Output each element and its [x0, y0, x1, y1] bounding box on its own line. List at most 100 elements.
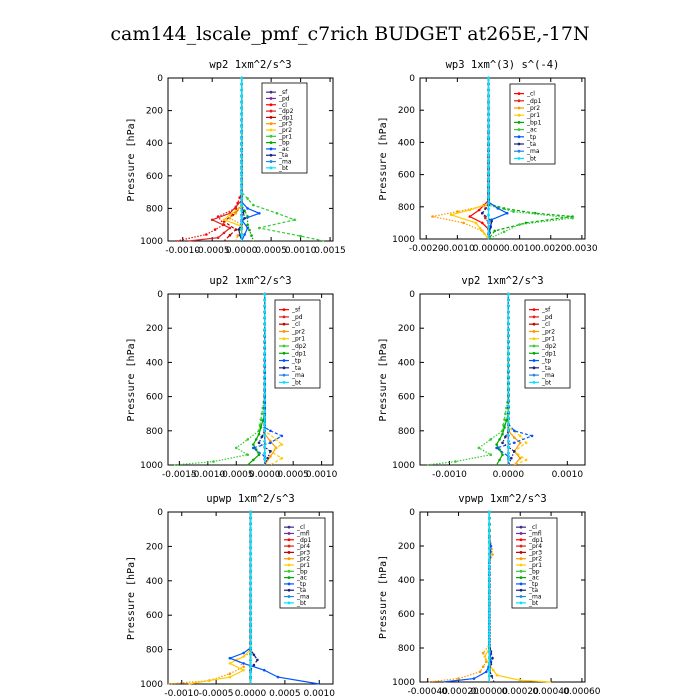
x-tick-label: -0.0010 — [165, 246, 200, 256]
legend-label: _pr2 — [291, 328, 305, 335]
legend-marker — [519, 588, 523, 592]
y-axis-label: Pressure [hPa] — [126, 117, 137, 201]
legend-label: _bt — [528, 600, 539, 607]
legend-marker — [287, 563, 291, 567]
series-marker — [507, 392, 510, 396]
series-marker — [249, 570, 252, 573]
legend-label: _mfl — [528, 530, 542, 537]
legend-label: _ta — [528, 587, 538, 594]
series-marker — [240, 221, 243, 225]
series-line-dp1 — [222, 78, 243, 242]
series-marker — [249, 647, 252, 650]
series-marker — [260, 435, 264, 439]
series-line-pr1 — [448, 78, 490, 240]
series-marker — [502, 207, 506, 210]
legend-marker — [269, 90, 273, 94]
legend-label: _bp — [528, 568, 540, 575]
legend-marker — [517, 113, 521, 117]
x-tick-label: 0.0015 — [314, 246, 346, 256]
legend-marker — [519, 569, 523, 573]
series-marker — [231, 213, 235, 217]
series-marker — [510, 456, 513, 460]
legend-label: _pr1 — [526, 112, 540, 119]
series-marker — [507, 369, 510, 373]
series-marker — [269, 441, 272, 445]
series-line-pr2 — [264, 294, 277, 466]
legend-marker — [519, 525, 523, 529]
panels: wp2 1xm^2/s^3 Pressure [hPa] 0 200 400 600 800… — [126, 59, 601, 699]
series-marker — [481, 665, 485, 668]
x-tick-label: 0.0000 — [473, 244, 505, 254]
y-tick-label: 600 — [146, 393, 163, 403]
x-tick-label: -0.0005 — [199, 689, 234, 699]
series-marker — [488, 632, 491, 635]
y-tick-label: 600 — [146, 172, 163, 182]
y-axis-label: Pressure [hPa] — [378, 337, 389, 421]
series-marker — [518, 679, 522, 682]
y-tick-label: 1000 — [140, 461, 163, 471]
series-marker — [240, 137, 243, 140]
series-marker — [487, 142, 490, 145]
legend-marker — [517, 106, 521, 110]
legend-label: _bp1 — [526, 119, 542, 126]
series-marker — [485, 670, 488, 674]
legend-marker — [269, 103, 273, 107]
series-line-pr1 — [188, 512, 252, 685]
legend-marker — [269, 122, 273, 126]
legend-marker — [282, 330, 286, 333]
series-marker — [249, 676, 252, 680]
series-marker — [491, 656, 494, 660]
series-marker — [483, 232, 486, 235]
legend-marker — [269, 141, 273, 145]
legend-label: _ac — [278, 146, 289, 153]
series-marker — [488, 541, 491, 544]
series-marker — [507, 316, 510, 319]
legend-label: _cl — [278, 102, 287, 109]
series-marker — [530, 434, 534, 438]
series-marker — [248, 228, 251, 232]
legend-label: _mfl — [296, 530, 310, 537]
series-group — [427, 510, 552, 683]
series-marker — [240, 197, 243, 200]
legend-label: _ma — [278, 159, 292, 166]
series-marker — [513, 429, 516, 433]
series-marker — [503, 418, 506, 421]
legend-label: _ta — [541, 365, 551, 372]
series-marker — [235, 446, 238, 450]
series-marker — [280, 443, 284, 446]
series-marker — [249, 623, 252, 626]
series-marker — [246, 226, 249, 230]
y-tick-label: 800 — [398, 203, 415, 213]
series-marker — [495, 443, 498, 446]
series-marker — [487, 178, 490, 181]
series-marker — [505, 211, 509, 215]
series-marker — [513, 436, 516, 439]
series-marker — [505, 406, 508, 410]
series-marker — [487, 154, 490, 157]
series-marker — [488, 644, 491, 647]
x-tick-label: -0.0010 — [440, 244, 475, 254]
legend-label: _pd — [541, 314, 553, 321]
series-marker — [234, 212, 238, 215]
panel-6: vpwp 1xm^2/s^3 Pressure [hPa] 0 200 400 600 80… — [378, 493, 601, 697]
series-marker — [507, 328, 510, 331]
series-marker — [249, 558, 252, 561]
series-marker — [242, 662, 245, 665]
x-tick-label: -0.0020 — [409, 244, 444, 254]
legend-label: _pr1 — [541, 336, 555, 343]
legend-marker — [517, 149, 521, 153]
series-marker — [263, 316, 267, 319]
legend-label: _sf — [291, 307, 301, 314]
y-tick-label: 0 — [157, 508, 163, 518]
legend-marker — [532, 359, 536, 362]
series-marker — [263, 339, 267, 343]
legend-marker — [287, 544, 291, 548]
legend: _sf_pd_cl_pr2_pr1_dp2_dp1_tp_ta_ma_bt — [274, 299, 321, 389]
series-marker — [507, 304, 510, 308]
series-marker — [472, 677, 476, 680]
legend-marker — [287, 550, 291, 554]
legend-label: _sf — [541, 307, 551, 314]
legend-marker — [519, 538, 523, 542]
series-marker — [474, 221, 478, 225]
series-marker — [504, 435, 507, 439]
